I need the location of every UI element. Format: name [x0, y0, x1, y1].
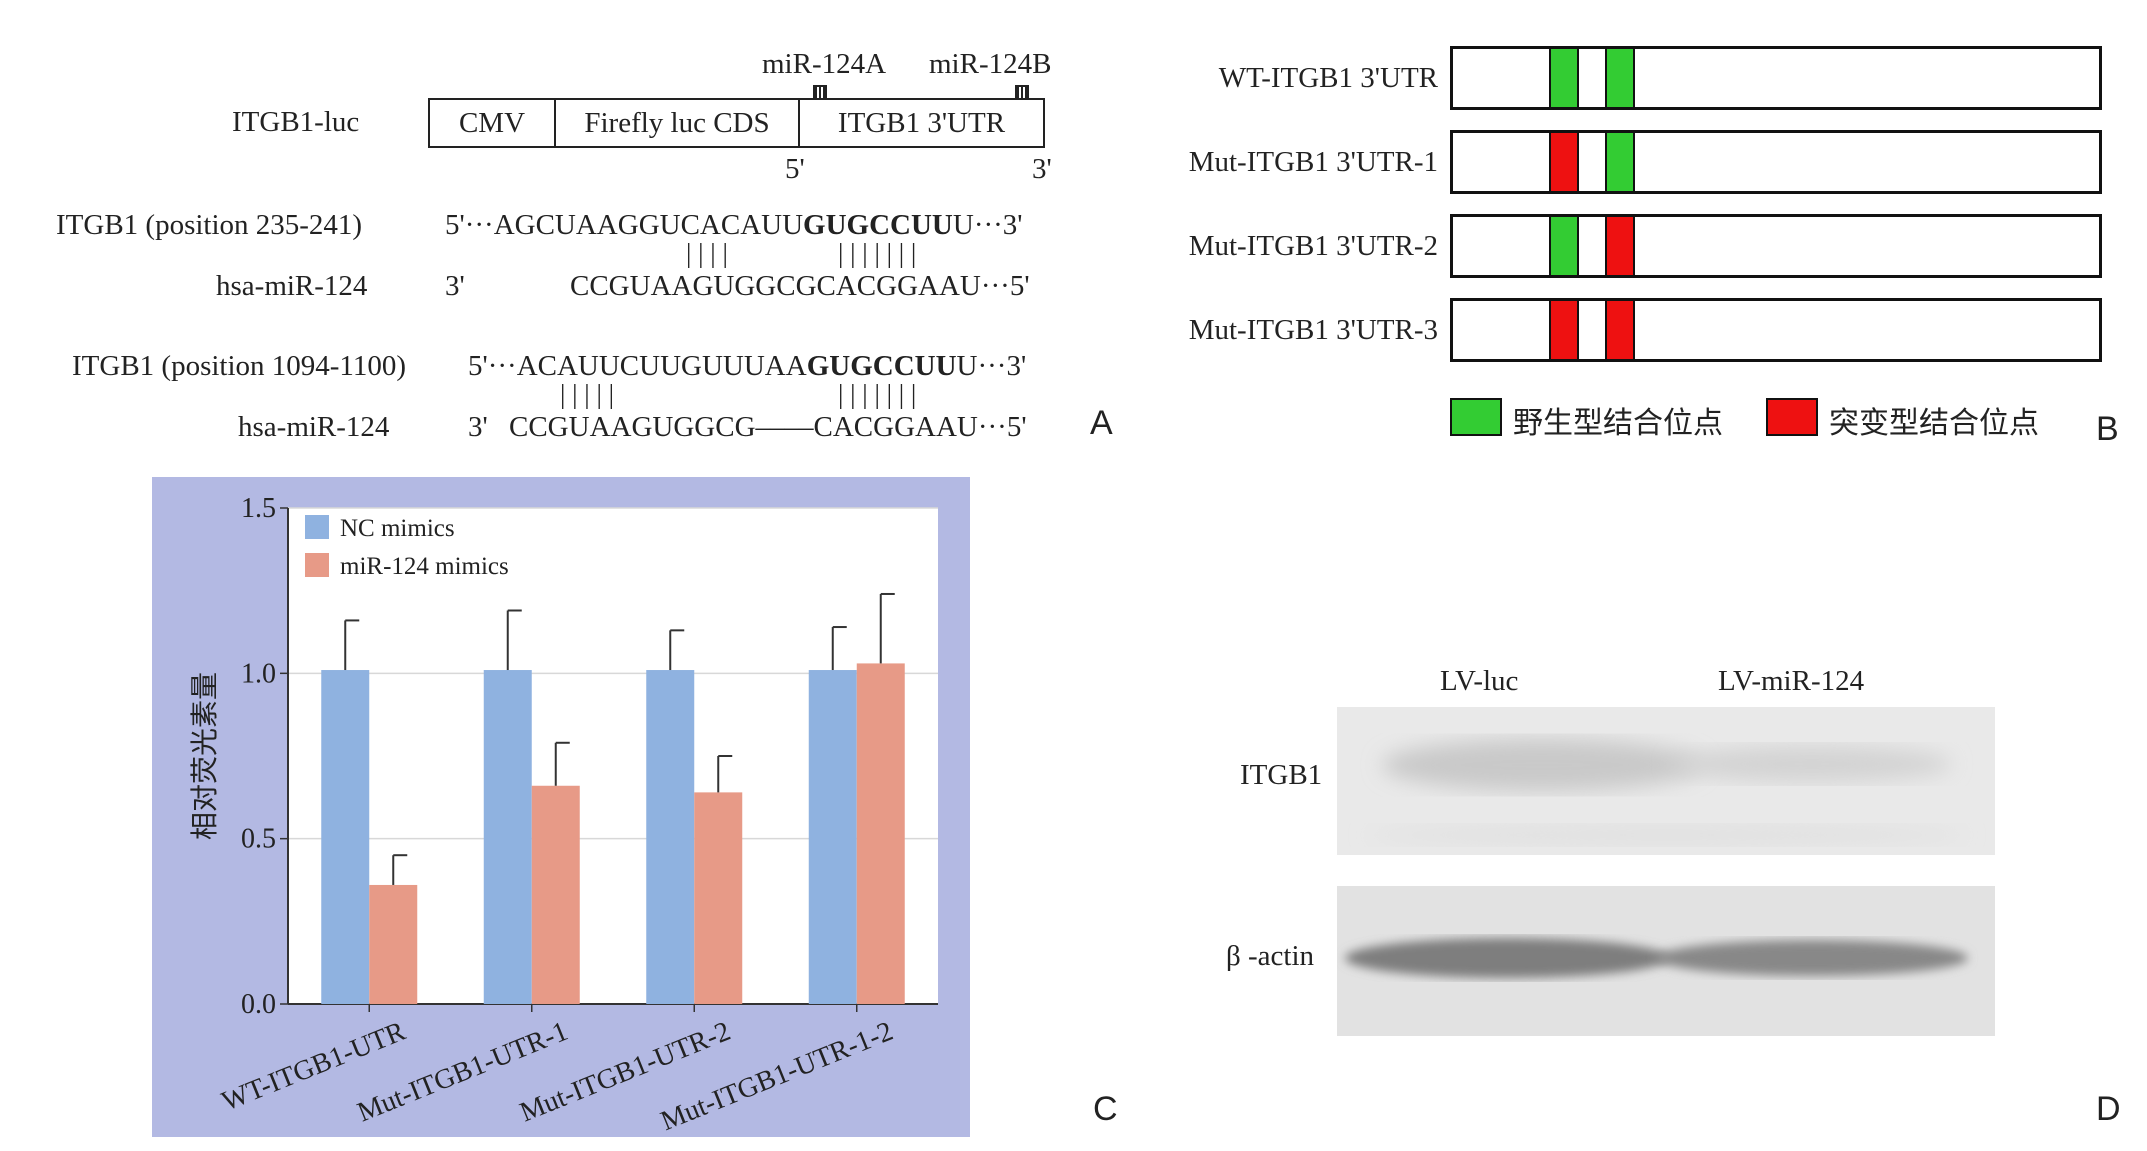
- pairs-left-1: | | | |: [686, 238, 728, 268]
- legend-label: miR-124 mimics: [340, 553, 509, 580]
- lane-label-2: LV-miR-124: [1718, 665, 1865, 697]
- panel-letter-a: A: [1090, 404, 1113, 442]
- mirna-seq-1: CCGUAAGUGGCGCACGGAAU···5': [570, 270, 1030, 302]
- binding-site-wild: [1605, 133, 1635, 191]
- background-haze: [1367, 825, 1967, 845]
- utr-label: WT-ITGB1 3'UTR: [1218, 62, 1438, 94]
- construct-label: ITGB1-luc: [232, 106, 360, 138]
- bar: [321, 670, 370, 1004]
- band-actin-lane2: [1656, 940, 1968, 976]
- legend-mutant: 突变型结合位点: [1829, 406, 2039, 441]
- pairs-right-2: | | | | | | |: [838, 379, 917, 409]
- site-label-b: miR-124B: [929, 48, 1052, 80]
- site-marker-b: [1015, 85, 1029, 99]
- row-label-actin: β -actin: [1226, 940, 1315, 972]
- target-label-1: ITGB1 (position 235-241): [56, 209, 363, 241]
- utr-label: Mut-ITGB1 3'UTR-2: [1188, 230, 1438, 262]
- row-label-itgb1: ITGB1: [1240, 759, 1323, 791]
- lane-label-1: LV-luc: [1440, 665, 1519, 697]
- bar: [856, 663, 905, 1004]
- bar-chart: 0.00.51.01.5相对荧光素量WT-ITGB1-UTRMut-ITGB1-…: [188, 493, 938, 1137]
- band-itgb1-lane1: [1382, 739, 1702, 791]
- bar: [646, 670, 695, 1004]
- legend-swatch-wild: [1450, 398, 1502, 436]
- utr-bar: [1450, 298, 2102, 362]
- legend-label: NC mimics: [340, 515, 455, 542]
- end-5: 5': [785, 153, 805, 185]
- blot-itgb1: [1337, 707, 1995, 855]
- band-actin-lane1: [1345, 938, 1669, 978]
- binding-site-wild: [1549, 49, 1579, 107]
- target-seed-1: GUGCCUU: [803, 209, 953, 241]
- utr-label: Mut-ITGB1 3'UTR-3: [1188, 314, 1438, 346]
- binding-site-wild: [1549, 217, 1579, 275]
- utr-bar: [1450, 46, 2102, 110]
- segment-utr: ITGB1 3'UTR: [798, 98, 1045, 148]
- mirna-label-2: hsa-miR-124: [238, 411, 390, 443]
- binding-site-wild: [1605, 49, 1635, 107]
- blot-actin: [1337, 886, 1995, 1036]
- y-tick-label: 0.5: [241, 824, 276, 855]
- site-label-a: miR-124A: [762, 48, 887, 80]
- target-prefix-2: 5'···ACAUUCUUGUUUAA: [468, 350, 807, 382]
- target-seq-2: 5'···ACAUUCUUGUUUAAGUGCCUUU···3': [468, 350, 1026, 383]
- legend-swatch: [305, 553, 329, 577]
- end-3: 3': [1032, 153, 1052, 185]
- pairs-left-2: | | | | |: [560, 379, 615, 409]
- target-prefix-1: 5'···AGCUAAGGUCACAUU: [445, 209, 804, 241]
- y-tick-label: 0.0: [241, 989, 276, 1020]
- target-suffix-1: U···3': [952, 209, 1023, 241]
- utr-bar: [1450, 214, 2102, 278]
- mirna-3-2: 3': [468, 411, 488, 443]
- site-marker-a: [813, 85, 827, 99]
- panel-letter-d: D: [2096, 1090, 2121, 1128]
- bar: [808, 670, 857, 1004]
- target-label-2: ITGB1 (position 1094-1100): [72, 350, 407, 382]
- bar: [483, 670, 532, 1004]
- y-tick-label: 1.5: [241, 493, 276, 524]
- legend-swatch: [305, 515, 329, 539]
- legend-wild: 野生型结合位点: [1513, 406, 1723, 441]
- target-seed-2: GUGCCUU: [806, 350, 957, 382]
- target-seq-1: 5'···AGCUAAGGUCACAUUGUGCCUUU···3': [445, 209, 1023, 242]
- binding-site-mutant: [1549, 301, 1579, 359]
- legend-swatch-mutant: [1766, 398, 1818, 436]
- band-itgb1-lane2: [1672, 746, 1952, 782]
- utr-bar: [1450, 130, 2102, 194]
- panel-letter-b: B: [2096, 410, 2119, 448]
- binding-site-mutant: [1549, 133, 1579, 191]
- bar: [369, 884, 418, 1004]
- segment-firefly: Firefly luc CDS: [554, 98, 800, 148]
- pairs-right-1: | | | | | | |: [838, 238, 917, 268]
- mirna-seq-2: CCGUAAGUGGCG––––CACGGAAU···5': [509, 411, 1027, 443]
- binding-site-mutant: [1605, 301, 1635, 359]
- panel-letter-c: C: [1093, 1090, 1118, 1128]
- binding-site-mutant: [1605, 217, 1635, 275]
- mirna-label-1: hsa-miR-124: [216, 270, 368, 302]
- y-tick-label: 1.0: [241, 658, 276, 689]
- y-axis-label: 相对荧光素量: [188, 672, 221, 840]
- target-suffix-2: U···3': [956, 350, 1027, 382]
- segment-cmv: CMV: [428, 98, 556, 148]
- utr-label: Mut-ITGB1 3'UTR-1: [1188, 146, 1438, 178]
- mirna-3-1: 3': [445, 270, 465, 302]
- bar: [694, 792, 743, 1004]
- bar: [531, 785, 580, 1004]
